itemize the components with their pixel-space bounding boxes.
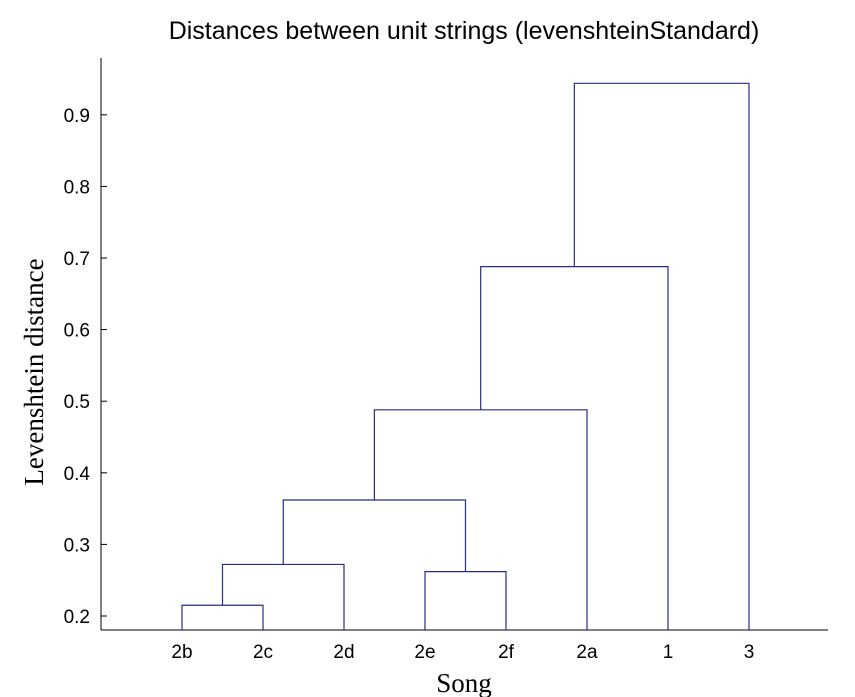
y-tick-label: 0.3 xyxy=(64,535,90,556)
x-ticks: 2b 2c 2d 2e 2f 2a 1 3 xyxy=(171,624,754,663)
dendrogram-link xyxy=(480,265,669,630)
y-tick-label: 0.7 xyxy=(64,249,90,270)
dendrogram-link xyxy=(373,409,588,630)
chart-title: Distances between unit strings (levensht… xyxy=(169,17,760,45)
x-tick-label: 2c xyxy=(253,642,273,663)
dendrogram-links xyxy=(181,82,750,630)
y-tick-label: 0.2 xyxy=(64,607,90,628)
dendrogram-link xyxy=(573,82,750,630)
x-tick-label: 2b xyxy=(171,642,192,663)
dendrogram-link xyxy=(181,604,264,630)
y-tick-label: 0.9 xyxy=(64,106,90,127)
x-tick-label: 1 xyxy=(663,642,674,663)
y-tick-label: 0.6 xyxy=(64,321,90,342)
x-tick-label: 2a xyxy=(576,642,598,663)
x-axis-label: Song xyxy=(436,668,492,697)
x-tick-label: 2d xyxy=(333,642,354,663)
x-tick-label: 3 xyxy=(744,642,755,663)
y-axis-label: Levenshtein distance xyxy=(19,258,49,485)
y-ticks: 0.2 0.3 0.4 0.5 0.6 0.7 0.8 0.9 xyxy=(64,106,107,628)
y-tick-label: 0.8 xyxy=(64,177,90,198)
dendrogram-link xyxy=(221,563,345,630)
y-tick-label: 0.4 xyxy=(64,464,91,485)
y-tick-label: 0.5 xyxy=(64,392,90,413)
x-tick-label: 2e xyxy=(414,642,435,663)
x-tick-label: 2f xyxy=(498,642,515,663)
dendrogram-link xyxy=(282,499,467,572)
dendrogram-link xyxy=(424,571,507,630)
